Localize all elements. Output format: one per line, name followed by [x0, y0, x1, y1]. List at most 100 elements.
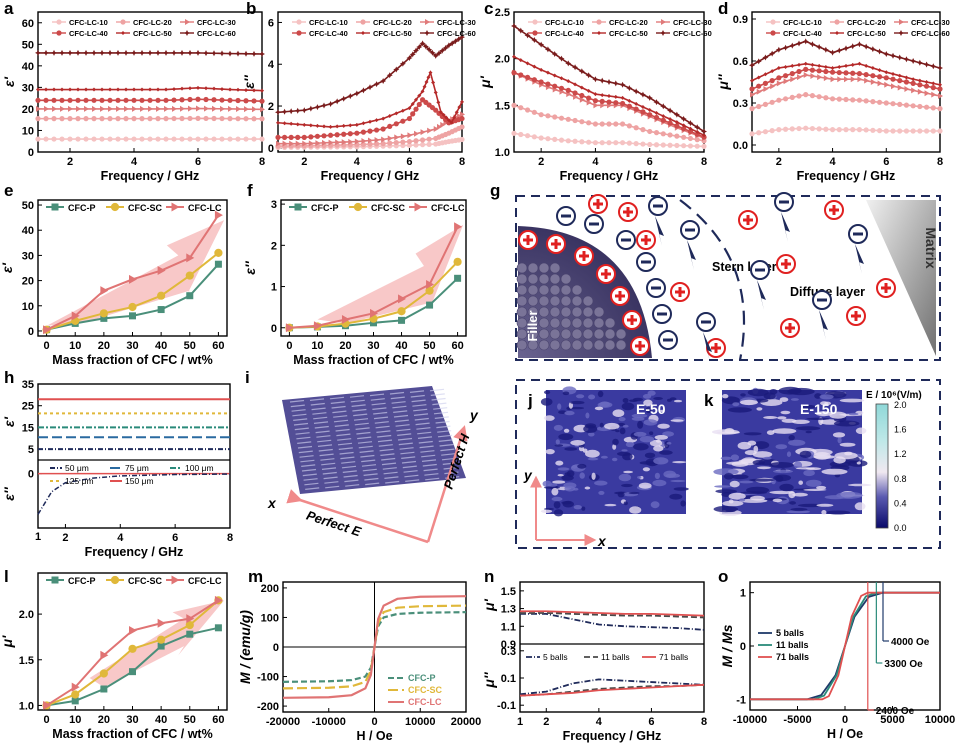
- field-hotspot: [727, 407, 753, 413]
- panel-a-xlabel: Frequency / GHz: [101, 169, 200, 183]
- fiber-strand: [293, 418, 308, 421]
- fiber-strand: [355, 427, 370, 430]
- fiber-strand: [365, 482, 380, 486]
- data-point: [904, 86, 910, 92]
- data-point: [440, 121, 446, 128]
- data-point: [626, 85, 633, 92]
- fiber-strand: [349, 395, 365, 398]
- legend-marker: [110, 575, 120, 585]
- data-point: [157, 642, 165, 650]
- panel-n: n 2 4 6 8 1 0.9 1.1 1.3 1.5 -0.1 0.1 0.3 Frequency / …: [481, 567, 707, 743]
- data-point: [157, 306, 165, 314]
- data-point: [910, 80, 916, 86]
- panel-o-xtick-label: -10000: [733, 714, 767, 726]
- data-point: [35, 116, 41, 122]
- legend-marker: [596, 19, 602, 25]
- data-point: [260, 88, 264, 93]
- fiber-strand: [353, 418, 369, 421]
- legend-marker: [51, 203, 59, 211]
- data-point: [400, 108, 405, 113]
- data-point: [368, 137, 373, 144]
- data-point: [212, 105, 217, 112]
- field-hotspot: [779, 397, 789, 402]
- panel-e-xtick-label: 40: [155, 340, 167, 352]
- fiber-strand: [289, 399, 305, 403]
- data-point: [35, 49, 41, 56]
- fiber-strand: [340, 456, 355, 460]
- data-point: [235, 136, 241, 142]
- data-point: [454, 274, 462, 282]
- data-point: [789, 94, 795, 100]
- field-hotspot: [645, 406, 652, 414]
- data-point: [147, 97, 153, 103]
- data-point: [203, 50, 209, 57]
- data-point: [115, 116, 121, 122]
- data-point: [399, 60, 406, 67]
- data-point: [426, 279, 435, 289]
- field-hotspot: [786, 451, 792, 458]
- fiber-strand: [417, 436, 433, 439]
- filler-particle: [604, 317, 616, 329]
- field-hotspot: [779, 483, 794, 492]
- legend-marker: [185, 19, 190, 25]
- panel-n-bottom-ytick-label: 0.3: [501, 646, 516, 658]
- data-point: [281, 134, 288, 140]
- filler-particle: [571, 295, 583, 307]
- data-point: [803, 66, 809, 72]
- data-point: [592, 98, 599, 104]
- filler-particle: [549, 262, 561, 274]
- data-point: [776, 97, 782, 103]
- data-point: [347, 131, 353, 137]
- data-point: [398, 294, 407, 304]
- filler-particle: [538, 284, 550, 296]
- data-point: [374, 118, 379, 123]
- data-point: [579, 85, 584, 90]
- fiber-strand: [405, 479, 420, 482]
- data-point: [398, 316, 406, 324]
- data-point: [424, 80, 429, 84]
- panel-f-xtick-label: 10: [311, 340, 323, 352]
- panel-l-xtick-label: 40: [155, 714, 167, 726]
- legend-label: 71 balls: [659, 652, 688, 662]
- data-point: [593, 92, 598, 97]
- panel-o-ytick-label: 0: [740, 641, 746, 653]
- panel-f-ytick-label: 0: [271, 323, 277, 335]
- field-hotspot: [594, 480, 608, 486]
- data-point: [294, 107, 301, 114]
- panel-a-ytick-label: 0: [28, 147, 34, 159]
- data-point: [115, 97, 121, 103]
- field-hotspot: [792, 492, 808, 497]
- panel-b-ytick-label: 6: [268, 17, 274, 29]
- field-hotspot: [778, 386, 802, 395]
- data-point: [107, 116, 113, 122]
- fiber-strand: [435, 420, 450, 424]
- data-point: [694, 143, 700, 149]
- filler-particle: [549, 317, 561, 329]
- field-hotspot: [623, 501, 628, 506]
- filler-particle: [582, 317, 594, 329]
- panel-e-xlabel: Mass fraction of CFC / wt%: [52, 353, 212, 367]
- cation-icon: [518, 230, 538, 250]
- filler-particle: [527, 284, 539, 296]
- data-point: [701, 143, 707, 149]
- data-point: [172, 87, 176, 92]
- data-point: [789, 71, 795, 77]
- legend-label: 125 μm: [65, 476, 94, 486]
- data-point: [762, 129, 769, 135]
- data-point: [592, 121, 599, 127]
- data-point: [702, 133, 706, 138]
- data-point: [439, 47, 446, 54]
- field-hotspot: [829, 411, 847, 419]
- data-point: [803, 125, 809, 131]
- data-point: [410, 101, 415, 106]
- panel-m-ylabel: M / (emu/g): [237, 610, 253, 684]
- panel-d-ytick-label: 0.9: [733, 14, 748, 26]
- data-point: [619, 140, 626, 146]
- fiber-strand: [422, 463, 437, 467]
- data-point: [128, 302, 137, 312]
- data-point: [455, 36, 462, 43]
- data-point: [164, 105, 169, 112]
- fiber-strand: [434, 416, 449, 419]
- data-point: [572, 117, 578, 124]
